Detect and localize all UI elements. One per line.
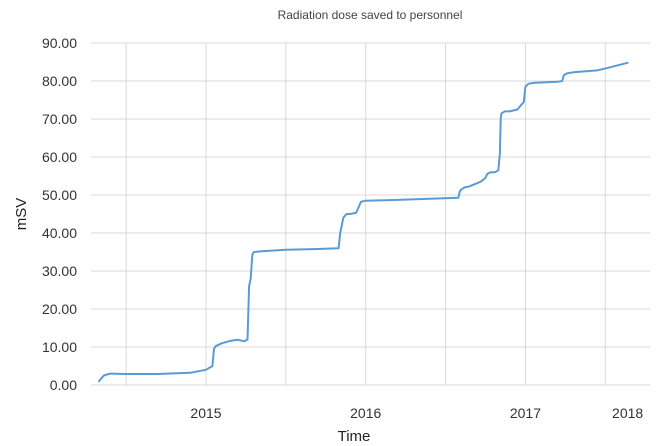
y-tick-label: 40.00 [42,225,77,241]
y-tick-label: 50.00 [42,187,77,203]
y-tick-label: 60.00 [42,149,77,165]
x-axis-title: Time [338,428,371,445]
x-tick-labels: 2015 2016 2017 2018 [190,405,643,421]
x-tick-label: 2017 [510,405,541,421]
y-tick-label: 70.00 [42,111,77,127]
x-tick-label: 2018 [612,405,643,421]
x-tick-label: 2015 [190,405,221,421]
y-tick-label: 90.00 [42,35,77,51]
gridlines [91,42,650,386]
chart-title: Radiation dose saved to personnel [278,8,463,22]
y-tick-label: 80.00 [42,73,77,89]
series-layer [98,61,629,383]
y-axis-title: mSV [13,198,30,231]
series-line [98,61,629,383]
x-tick-label: 2016 [350,405,381,421]
y-tick-label: 30.00 [42,263,77,279]
y-tick-label: 10.00 [42,339,77,355]
y-tick-label: 0.00 [50,377,77,393]
y-tick-labels: 0.00 10.00 20.00 30.00 40.00 50.00 60.00 70.00 8… [42,35,77,393]
y-tick-label: 20.00 [42,301,77,317]
